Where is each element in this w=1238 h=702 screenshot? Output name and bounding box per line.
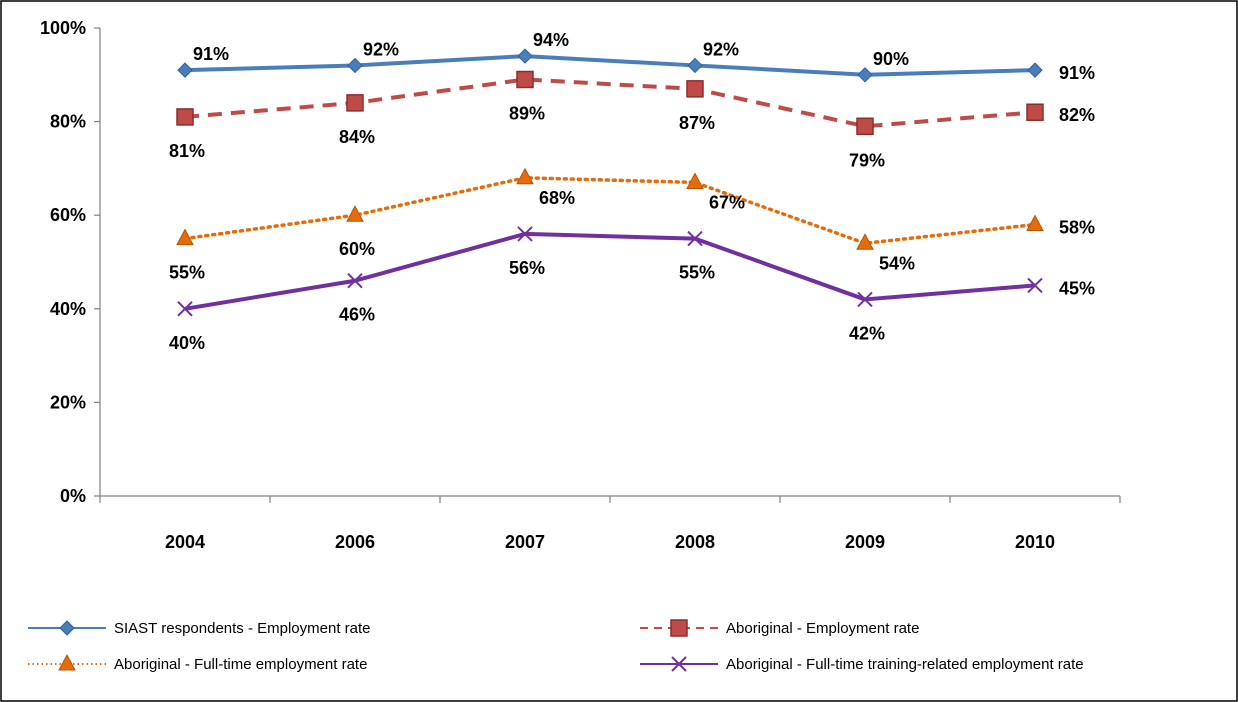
series-line-3 <box>184 231 1036 311</box>
series-2-point <box>1026 214 1044 232</box>
x-tick-label: 2006 <box>335 532 375 552</box>
data-label-series-3: 40% <box>169 333 205 353</box>
data-label-series-3: 56% <box>509 258 545 278</box>
data-label-series-3: 55% <box>679 263 715 283</box>
y-tick-label: 20% <box>50 392 86 412</box>
series-1-point <box>856 117 874 136</box>
data-label-series-1: 81% <box>169 141 205 161</box>
x-tick-label: 2010 <box>1015 532 1055 552</box>
series-2-point <box>856 233 874 250</box>
x-tick-label: 2008 <box>675 532 715 552</box>
data-label-series-0: 90% <box>873 49 909 69</box>
legend-marker-icon <box>670 619 688 637</box>
data-label-series-0: 94% <box>533 30 569 50</box>
y-tick-label: 100% <box>40 18 86 38</box>
data-label-series-3: 45% <box>1059 278 1095 298</box>
y-tick-label: 40% <box>50 299 86 319</box>
x-tick-label: 2009 <box>845 532 885 552</box>
series-3-point <box>1027 277 1043 294</box>
data-label-series-2: 60% <box>339 239 375 259</box>
data-label-series-0: 91% <box>1059 63 1095 83</box>
series-1-point <box>516 70 534 89</box>
series-0-point <box>347 57 363 74</box>
series-3-point <box>857 291 873 308</box>
legend-item-2: Aboriginal - Full-time employment rate <box>28 653 367 673</box>
legend-item-3: Aboriginal - Full-time training-related … <box>640 656 1084 673</box>
legend-marker-icon <box>58 653 76 671</box>
legend-label: Aboriginal - Employment rate <box>726 620 919 637</box>
series-0-point <box>177 62 193 78</box>
legend-item-1: Aboriginal - Employment rate <box>640 619 919 637</box>
series-0-point <box>1027 62 1043 78</box>
y-tick-label: 60% <box>50 205 86 225</box>
data-label-series-1: 89% <box>509 103 545 123</box>
data-label-series-2: 68% <box>539 188 575 208</box>
series-3-point <box>347 273 363 289</box>
x-tick-label: 2007 <box>505 532 545 552</box>
data-label-series-2: 67% <box>709 192 745 212</box>
series-2-point <box>176 228 194 246</box>
data-label-series-2: 54% <box>879 253 915 273</box>
data-label-series-1: 84% <box>339 127 375 147</box>
data-label-series-2: 58% <box>1059 218 1095 238</box>
legend-marker-icon <box>671 656 687 672</box>
series-line-2 <box>183 176 1037 246</box>
series-1-point <box>346 94 364 112</box>
legend-marker-icon <box>59 620 75 636</box>
data-label-series-0: 91% <box>193 44 229 64</box>
series-0-point <box>687 57 703 74</box>
legend-item-0: SIAST respondents - Employment rate <box>28 620 371 637</box>
data-label-series-1: 79% <box>849 150 885 170</box>
series-2-point <box>516 167 534 185</box>
series-line-0 <box>184 54 1036 77</box>
x-tick-label: 2004 <box>165 532 205 552</box>
y-tick-label: 80% <box>50 112 86 132</box>
legend-label: Aboriginal - Full-time employment rate <box>114 656 367 673</box>
data-label-series-1: 82% <box>1059 105 1095 125</box>
series-0-point <box>517 48 533 64</box>
series-3-point <box>177 301 193 317</box>
data-label-series-2: 55% <box>169 263 205 283</box>
series-0-point <box>857 67 873 83</box>
legend-label: Aboriginal - Full-time training-related … <box>726 656 1084 673</box>
series-2-point <box>346 205 364 222</box>
y-tick-label: 0% <box>60 486 86 506</box>
series-3-point <box>687 230 703 247</box>
data-label-series-3: 42% <box>849 323 885 343</box>
data-label-series-0: 92% <box>363 39 399 59</box>
series-line-1 <box>184 77 1036 129</box>
series-3-point <box>517 226 533 242</box>
series-1-point <box>176 108 194 126</box>
series-1-point <box>1026 103 1044 121</box>
data-label-series-0: 92% <box>703 39 739 59</box>
data-label-series-3: 46% <box>339 305 375 325</box>
series-1-point <box>686 80 704 98</box>
data-label-series-1: 87% <box>679 113 715 133</box>
series-2-point <box>686 172 704 189</box>
legend-label: SIAST respondents - Employment rate <box>114 620 371 637</box>
